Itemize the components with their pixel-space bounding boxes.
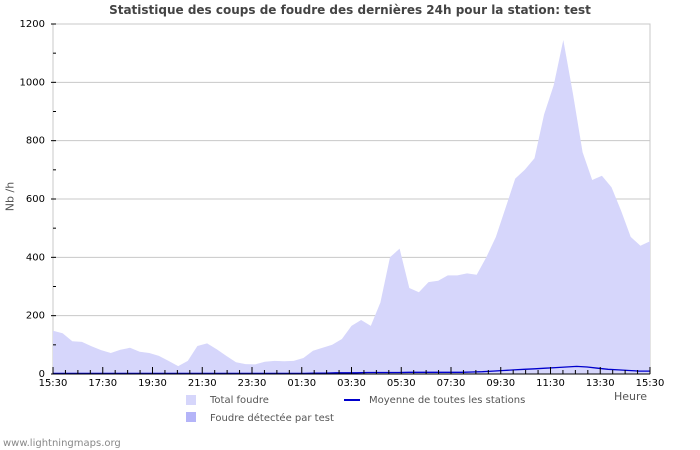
x-tick-label: 01:30 <box>287 378 316 389</box>
y-tick-label: 0 <box>39 369 45 380</box>
footer-link[interactable]: www.lightningmaps.org <box>3 438 121 449</box>
legend-swatch-average <box>344 399 360 401</box>
legend-label-average: Moyenne de toutes les stations <box>369 395 526 406</box>
x-tick-label: 15:30 <box>39 378 68 389</box>
x-tick-label: 13:30 <box>586 378 615 389</box>
y-tick-label: 1000 <box>20 77 45 88</box>
x-tick-label: 19:30 <box>138 378 167 389</box>
x-axis-title: Heure <box>614 390 648 403</box>
x-tick-label: 07:30 <box>437 378 466 389</box>
legend-label-station: Foudre détectée par test <box>210 413 334 424</box>
y-tick-label: 200 <box>26 311 45 322</box>
y-tick-label: 1200 <box>20 19 45 30</box>
legend-swatch-total <box>186 395 196 405</box>
data-area <box>53 40 650 375</box>
y-tick-label: 400 <box>26 252 45 263</box>
x-tick-label: 15:30 <box>636 378 665 389</box>
axes: 0 200 400 600 800 1000 1200 15:30 17:30 19:30 21:3… <box>20 19 665 389</box>
legend-swatch-station <box>186 412 196 422</box>
y-tick-label: 800 <box>26 136 45 147</box>
x-tick-label: 11:30 <box>536 378 565 389</box>
x-tick-label: 03:30 <box>337 378 366 389</box>
x-tick-label: 17:30 <box>88 378 117 389</box>
chart-title: Statistique des coups de foudre des dern… <box>109 3 591 17</box>
x-tick-label: 23:30 <box>238 378 267 389</box>
x-tick-label: 21:30 <box>188 378 217 389</box>
x-tick-label: 09:30 <box>486 378 515 389</box>
y-tick-label: 600 <box>26 194 45 205</box>
legend-label-total: Total foudre <box>210 395 269 406</box>
y-axis-title: Nb /h <box>3 181 17 212</box>
x-tick-label: 05:30 <box>387 378 416 389</box>
